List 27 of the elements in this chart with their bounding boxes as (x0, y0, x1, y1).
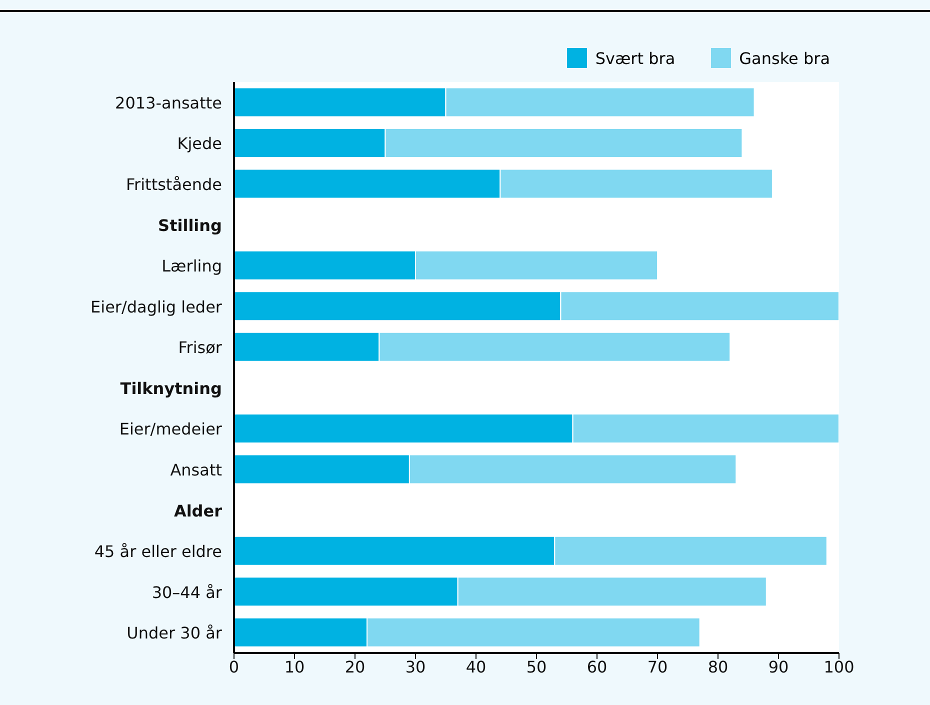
y-tick-label: 2013-ansatte (115, 93, 222, 112)
y-tick-label: 30–44 år (152, 582, 222, 602)
y-tick-label: Eier/daglig leder (90, 297, 222, 316)
y-tick-label: Alder (174, 501, 222, 520)
y-tick-label: Frisør (178, 338, 222, 358)
y-tick-label: Eier/medeier (119, 420, 222, 439)
x-tick-label: 40 (466, 657, 486, 676)
x-tick-label: 100 (824, 657, 854, 676)
x-tick-label: 20 (344, 657, 366, 676)
y-tick-label: Kjede (177, 134, 222, 154)
y-tick-label: Lærling (162, 256, 222, 276)
x-tick-label: 50 (526, 657, 547, 676)
y-tick-label: Ansatt (170, 460, 222, 480)
legend-label: Ganske bra (739, 48, 830, 68)
legend-label: Svært bra (595, 48, 676, 68)
x-tick-label: 10 (284, 657, 305, 676)
y-tick-label: Tilknytning (120, 378, 222, 398)
y-tick-label: Under 30 år (126, 624, 222, 643)
y-tick-label: Stilling (158, 216, 222, 235)
y-tick-label: Frittstående (126, 174, 222, 194)
x-tick-label: 70 (647, 657, 668, 676)
x-tick-label: 60 (586, 657, 608, 676)
x-tick-label: 0 (228, 657, 240, 676)
x-tick-label: 80 (708, 657, 728, 676)
y-tick-label: 45 år eller eldre (94, 542, 222, 562)
x-tick-label: 90 (768, 657, 789, 676)
x-tick-label: 30 (405, 657, 426, 676)
